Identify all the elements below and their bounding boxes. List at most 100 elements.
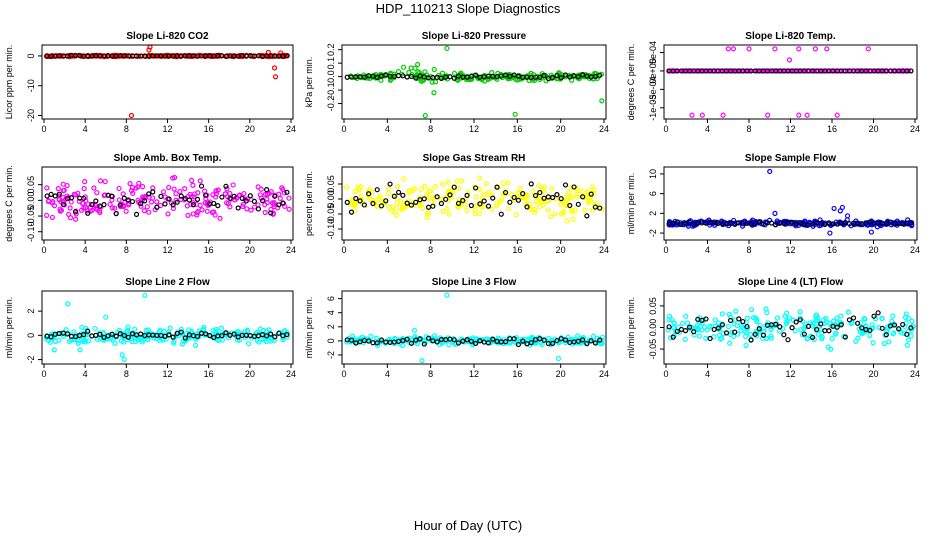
data-point-black: [276, 330, 282, 336]
data-point: [177, 188, 183, 195]
data-point: [166, 184, 172, 191]
data-point-outlier: [796, 46, 802, 52]
data-point: [145, 337, 151, 343]
data-point-black: [597, 205, 603, 211]
data-point-black: [109, 193, 115, 199]
data-point-black: [215, 203, 221, 209]
data-point-outlier: [411, 327, 418, 333]
data-point: [909, 318, 915, 324]
data-point: [165, 211, 171, 217]
data-point-black: [822, 221, 828, 228]
data-point-black: [554, 73, 560, 79]
data-point: [268, 189, 274, 195]
data-point: [904, 342, 910, 348]
data-point-black: [867, 327, 873, 333]
data-point-black: [793, 221, 799, 227]
x-tick-label: 4: [705, 245, 710, 255]
data-point-black: [515, 73, 522, 79]
data-point: [191, 194, 197, 200]
data-point-outlier: [119, 352, 125, 358]
data-point-black: [137, 201, 144, 207]
data-point: [731, 321, 737, 327]
data-point: [886, 339, 892, 345]
plot-frame: [663, 290, 918, 365]
data-point-black: [451, 75, 457, 81]
data-point-black: [284, 189, 290, 195]
data-point-black: [584, 340, 590, 347]
data-point-black: [528, 181, 534, 187]
data-point-black: [537, 74, 543, 80]
data-point-black: [797, 220, 803, 226]
data-point: [127, 180, 133, 187]
data-point: [909, 223, 915, 229]
data-point: [570, 216, 576, 222]
data-point: [541, 184, 548, 190]
data-point-black: [468, 202, 474, 209]
data-point-black: [485, 203, 492, 209]
data-point-outlier: [812, 46, 819, 52]
y-tick-label: -0.2: [326, 96, 336, 112]
data-points: [43, 292, 290, 363]
data-point: [667, 335, 674, 341]
x-tick-label: 20: [245, 369, 255, 379]
data-point: [901, 330, 907, 337]
data-point: [564, 218, 570, 224]
data-point-black: [859, 325, 865, 331]
data-point-black: [113, 333, 119, 339]
data-point: [281, 190, 287, 196]
data-point: [394, 199, 400, 206]
data-point-black: [588, 191, 594, 197]
data-point-black: [417, 336, 423, 342]
data-point: [212, 212, 218, 218]
data-point-black: [715, 325, 721, 331]
x-tick-label: 20: [245, 124, 255, 134]
panel-title: Slope Sample Flow: [745, 153, 836, 164]
data-point: [565, 192, 571, 199]
data-points: [344, 292, 606, 364]
data-point-black: [687, 219, 693, 226]
data-point-black: [182, 335, 188, 341]
data-point-black: [223, 183, 229, 189]
y-tick-label: 0.05: [26, 176, 36, 194]
data-point-black: [227, 195, 233, 201]
y-tick-label: 6: [648, 191, 658, 196]
plot-frame: [41, 44, 294, 120]
data-point-outlier: [103, 314, 109, 320]
data-point: [102, 178, 108, 185]
data-point-black: [834, 324, 840, 330]
x-tick-label: 12: [469, 124, 479, 134]
data-point: [738, 328, 744, 334]
data-point-black: [93, 198, 99, 204]
data-point: [224, 200, 230, 206]
data-point: [819, 334, 825, 340]
data-point: [500, 191, 506, 197]
data-point-black: [464, 192, 470, 198]
y-tick-label: 2: [26, 309, 36, 314]
data-point: [739, 223, 746, 229]
data-point: [138, 203, 144, 209]
data-point: [217, 215, 223, 221]
data-point-black: [575, 338, 581, 344]
data-point-black: [748, 337, 754, 343]
data-point-black: [404, 74, 410, 80]
y-tick-label: -10: [26, 79, 36, 92]
data-point: [189, 177, 195, 183]
data-point-black: [537, 189, 543, 196]
data-point-black: [231, 193, 237, 199]
data-point: [523, 201, 529, 207]
data-point-black: [740, 68, 746, 74]
data-point: [815, 331, 821, 337]
y-tick-label: 6: [326, 296, 336, 301]
data-point-black: [597, 72, 603, 78]
data-point-outlier: [419, 357, 425, 364]
data-points: [43, 45, 290, 119]
data-point-black: [768, 220, 775, 226]
data-point-black: [451, 184, 457, 190]
data-point: [254, 337, 260, 344]
data-point-black: [408, 340, 415, 346]
data-point-black: [736, 316, 742, 322]
data-point-black: [773, 321, 779, 327]
panel-7: Slope Line 2 Flow ml/min per min. 0 4 8 12 16 2…: [4, 277, 296, 379]
data-point: [548, 213, 554, 220]
data-point-outlier: [839, 204, 845, 211]
